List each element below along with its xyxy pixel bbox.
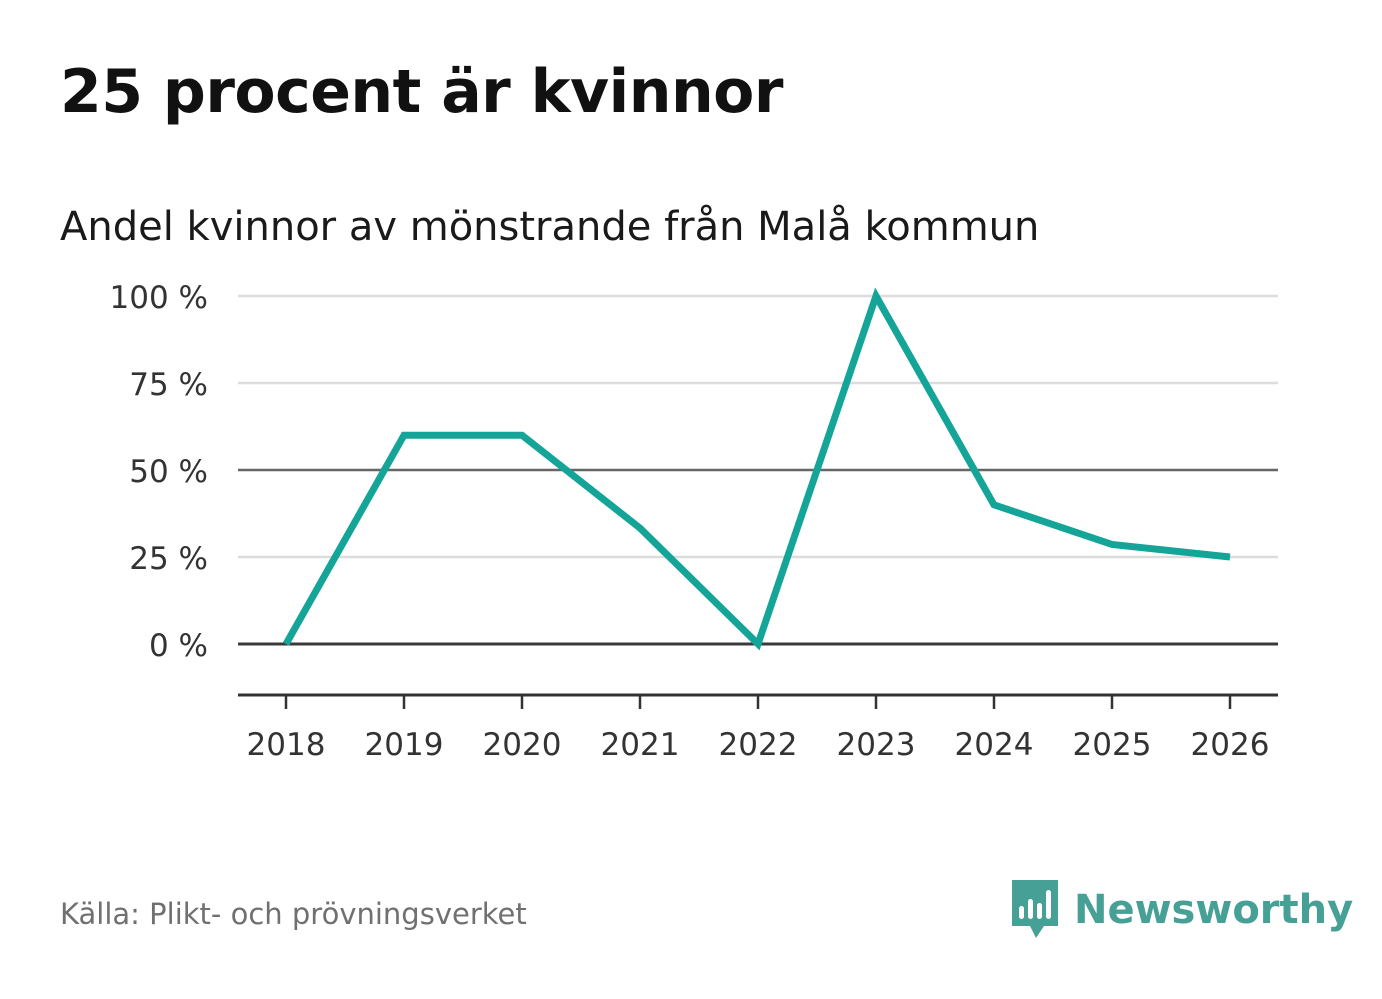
y-tick-label: 25 % <box>129 541 208 577</box>
line-chart: 0 % 25 % 50 % 75 % 100 % 2018 2019 2020 2021 202… <box>110 280 1278 763</box>
y-tick-label: 50 % <box>129 454 208 490</box>
x-tick-label: 2021 <box>601 727 680 763</box>
x-tick-label: 2026 <box>1191 727 1270 763</box>
x-tick-label: 2024 <box>955 727 1034 763</box>
source-note: Källa: Plikt- och prövningsverket <box>60 897 527 931</box>
chart-subtitle: Andel kvinnor av mönstrande från Malå ko… <box>60 204 1040 250</box>
newsworthy-logo-icon <box>1012 880 1058 938</box>
y-tick-label: 0 % <box>149 628 208 664</box>
x-tick-label: 2020 <box>483 727 562 763</box>
x-tick-label: 2025 <box>1073 727 1152 763</box>
y-axis-tick-labels: 0 % 25 % 50 % 75 % 100 % <box>110 280 208 664</box>
series-layer <box>282 287 1231 651</box>
x-tick-label: 2023 <box>837 727 916 763</box>
x-tick-label: 2022 <box>719 727 798 763</box>
chart-title: 25 procent är kvinnor <box>60 57 783 127</box>
brand-logo: Newsworthy <box>1010 878 1353 942</box>
x-axis: 2018 2019 2020 2021 2022 2023 2024 2025 2026 <box>238 693 1278 763</box>
x-tick-label: 2019 <box>365 727 444 763</box>
brand-name: Newsworthy <box>1074 887 1354 933</box>
x-tick-label: 2018 <box>247 727 326 763</box>
y-tick-label: 75 % <box>129 367 208 403</box>
gridlines <box>238 294 1278 646</box>
y-tick-label: 100 % <box>110 280 208 316</box>
